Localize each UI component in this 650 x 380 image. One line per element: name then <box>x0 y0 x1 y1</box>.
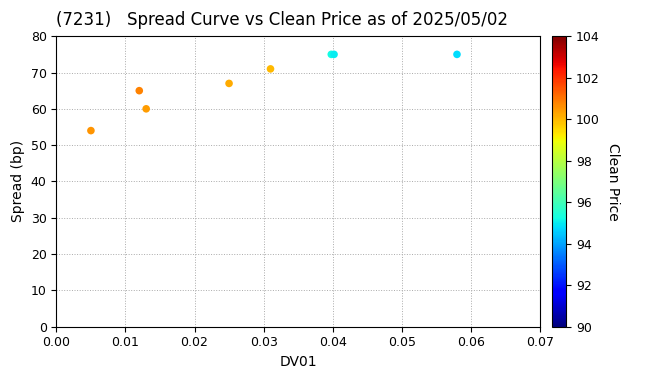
Point <box>224 81 234 87</box>
Point <box>265 66 276 72</box>
Point <box>134 88 144 94</box>
Y-axis label: Spread (bp): Spread (bp) <box>11 140 25 222</box>
Point <box>452 51 462 57</box>
Point <box>326 51 337 57</box>
X-axis label: DV01: DV01 <box>280 355 317 369</box>
Text: (7231)   Spread Curve vs Clean Price as of 2025/05/02: (7231) Spread Curve vs Clean Price as of… <box>57 11 508 29</box>
Point <box>141 106 151 112</box>
Y-axis label: Clean Price: Clean Price <box>606 142 621 220</box>
Point <box>86 128 96 134</box>
Point <box>329 51 339 57</box>
